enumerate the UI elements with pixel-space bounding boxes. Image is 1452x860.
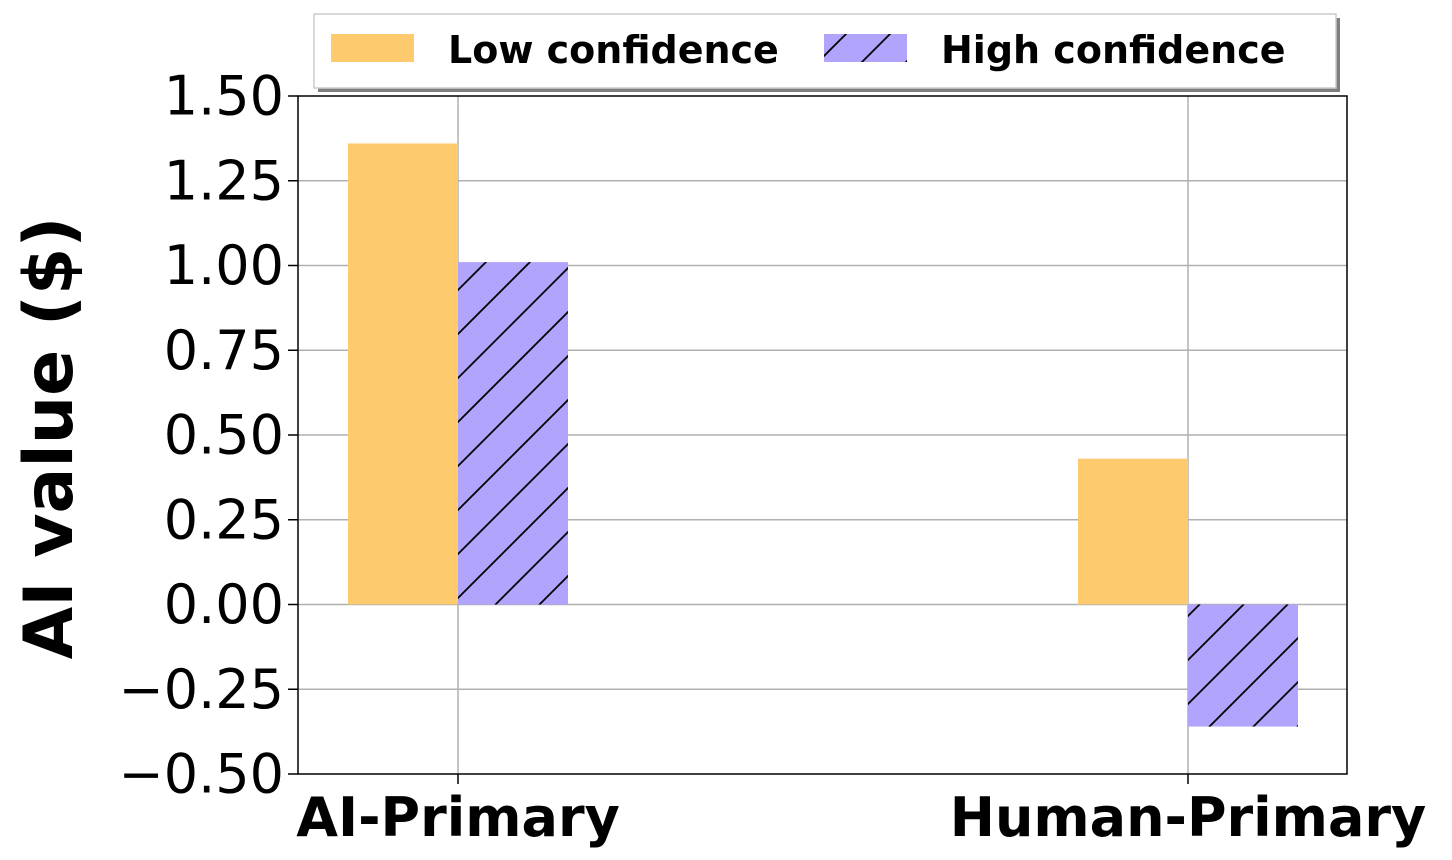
y-tick-label: −0.50 [119, 743, 284, 806]
y-tick-label: 0.50 [164, 404, 284, 467]
y-tick-label: 0.75 [164, 319, 284, 382]
y-axis-label: AI value ($) [10, 217, 89, 660]
x-tick-label: AI-Primary [296, 786, 620, 849]
y-tick-label: 0.00 [164, 573, 284, 636]
y-tick-label: −0.25 [119, 658, 284, 721]
legend-label-high: High confidence [941, 28, 1286, 72]
low-confidence-bar-ai-primary [348, 143, 458, 605]
axis-ticks [288, 95, 1189, 784]
legend-swatch-low [331, 34, 414, 62]
legend: Low confidence High confidence [313, 13, 1340, 92]
y-tick-label: 0.25 [164, 488, 284, 551]
legend-swatch-high-hatch [824, 34, 907, 62]
y-tick-label: 1.00 [164, 234, 284, 297]
y-tick-label: 1.25 [164, 149, 284, 212]
high-confidence-bar-human-primary-hatch [1188, 604, 1298, 727]
bars [348, 143, 1298, 727]
high-confidence-bar-ai-primary-hatch [458, 262, 568, 605]
axis-labels: −0.50 −0.25 0.00 0.25 0.50 0.75 1.00 1.25 1.50 AI… [10, 65, 1426, 850]
legend-label-low: Low confidence [448, 28, 779, 72]
y-tick-label: 1.50 [164, 65, 284, 128]
low-confidence-bar-human-primary [1078, 458, 1188, 605]
x-tick-label: Human-Primary [950, 786, 1426, 849]
